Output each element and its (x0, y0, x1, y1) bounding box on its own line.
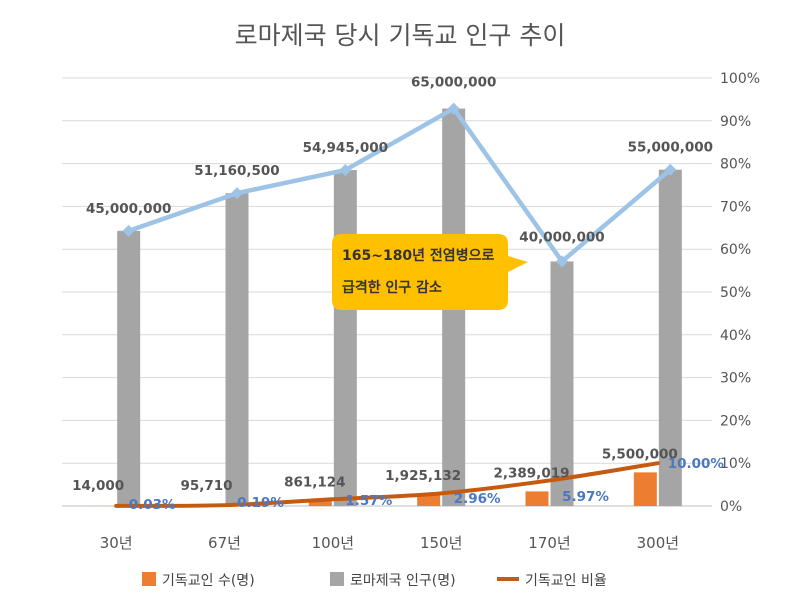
x-axis: 30년 67년 100년 150년 170년 300년 (100, 534, 679, 552)
population-bar (333, 170, 357, 506)
right-tick-label: 50% (720, 285, 751, 301)
christian-bar (308, 500, 332, 506)
population-data-label: 51,160,500 (194, 163, 279, 179)
population-trend-marker (339, 164, 352, 177)
population-data-label: 65,000,000 (411, 75, 496, 91)
christian-bar (633, 472, 657, 506)
legend-swatch (330, 572, 344, 586)
right-tick-label: 90% (720, 114, 751, 130)
x-tick-label: 100년 (312, 534, 354, 552)
christian-data-label: 1,925,132 (385, 468, 461, 484)
ratio-data-label: 1.57% (345, 493, 392, 509)
annotation-callout: 165~180년 전염병으로 급격한 인구 감소 (332, 234, 528, 310)
ratio-data-label: 5.97% (562, 489, 609, 505)
christian-data-label: 95,710 (180, 478, 232, 494)
legend-label: 로마제국 인구(명) (350, 573, 456, 589)
x-tick-label: 67년 (208, 534, 241, 552)
right-tick-label: 20% (720, 413, 751, 429)
population-data-label: 54,945,000 (303, 140, 388, 156)
x-tick-label: 150년 (420, 534, 462, 552)
ratio-data-label: 0.19% (237, 495, 284, 511)
right-tick-label: 30% (720, 371, 751, 387)
annotation-line-1: 165~180년 전염병으로 (342, 247, 494, 264)
right-tick-label: 100% (720, 71, 760, 87)
population-bar (658, 169, 682, 506)
population-trend-path (127, 106, 672, 264)
christian-data-label: 861,124 (284, 475, 346, 491)
right-tick-label: 70% (720, 199, 751, 215)
population-data-label: 45,000,000 (86, 201, 171, 217)
ratio-line (114, 461, 660, 508)
right-axis: 0% 10% 20% 30% 40% 50% 60% 70% 80% 90% 100% (720, 71, 760, 515)
ratio-data-label: 10.00% (668, 456, 725, 472)
data-labels: 45,000,000 51,160,500 54,945,000 65,000,000… (72, 75, 724, 513)
population-trend-marker (556, 255, 568, 268)
chart-title: 로마제국 당시 기독교 인구 추이 (235, 21, 566, 50)
population-trend-marker (664, 163, 677, 176)
ratio-data-label: 0.03% (129, 497, 176, 513)
right-tick-label: 10% (720, 456, 751, 472)
population-trend-line (122, 102, 677, 268)
legend-swatch (142, 572, 156, 586)
x-tick-label: 300년 (637, 534, 679, 552)
christian-bar (417, 494, 441, 506)
annotation-bubble (332, 234, 528, 310)
legend-label: 기독교인 수(명) (162, 573, 255, 589)
legend: 기독교인 수(명) 로마제국 인구(명) 기독교인 비율 (142, 572, 607, 589)
population-bar (117, 230, 141, 506)
right-tick-label: 40% (720, 328, 751, 344)
population-trend-marker (447, 102, 460, 115)
right-tick-label: 0% (720, 499, 742, 515)
legend-label: 기독교인 비율 (525, 573, 607, 589)
population-trend-marker (231, 187, 243, 200)
ratio-data-label: 2.96% (454, 491, 501, 507)
annotation-line-2: 급격한 인구 감소 (342, 279, 442, 296)
right-tick-label: 80% (720, 157, 751, 173)
population-bar (225, 193, 249, 507)
ratio-line-path (114, 461, 660, 508)
population-data-label: 40,000,000 (519, 229, 604, 245)
christian-bar (525, 491, 549, 506)
population-data-label: 55,000,000 (628, 140, 713, 156)
right-tick-label: 60% (720, 242, 751, 258)
x-tick-label: 170년 (528, 534, 570, 552)
population-bar (550, 261, 574, 506)
christian-data-label: 2,389,019 (493, 465, 569, 481)
christian-data-label: 14,000 (72, 478, 124, 494)
christian-data-label: 5,500,000 (602, 446, 678, 462)
population-trend-marker (122, 224, 135, 237)
x-tick-label: 30년 (100, 534, 133, 552)
